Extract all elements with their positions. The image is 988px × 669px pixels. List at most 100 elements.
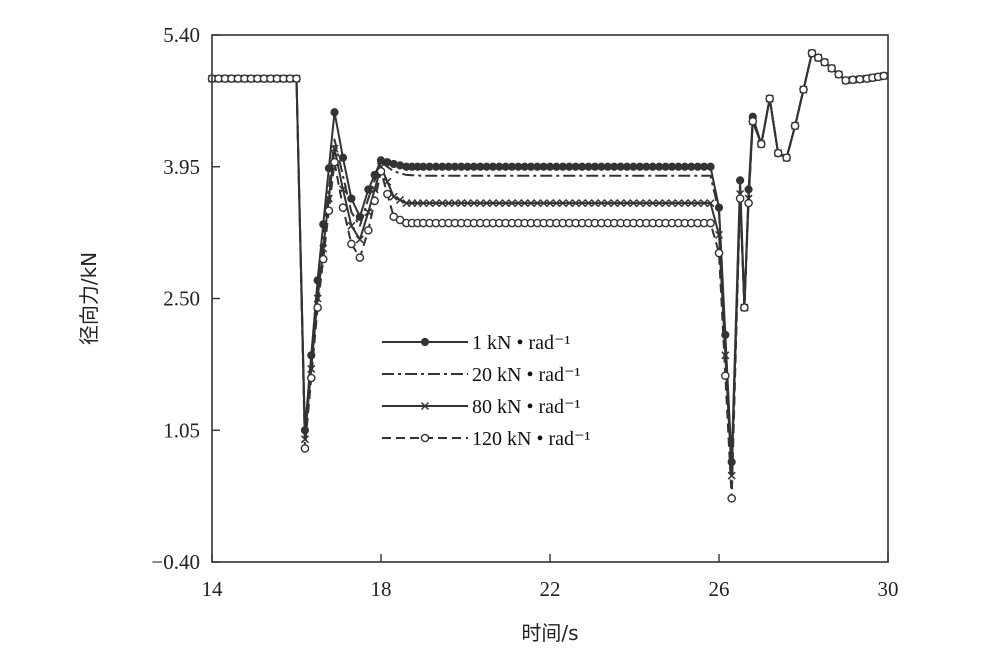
series-3-marker [578, 199, 587, 208]
y-tick-label: 5.40 [163, 23, 200, 47]
series-4 [207, 48, 889, 503]
series-3-marker [642, 199, 651, 208]
series-3-marker [501, 199, 510, 208]
legend-marker [420, 433, 430, 443]
series-4-marker [324, 206, 334, 215]
series-3-marker [457, 199, 466, 208]
series-4-marker [735, 194, 745, 203]
y-tick-label: −0.40 [151, 550, 200, 574]
legend-marker [420, 401, 430, 411]
series-4-marker [744, 198, 753, 208]
series-4-marker [855, 74, 865, 84]
legend-item: 120 kN • rad⁻¹ [382, 428, 591, 450]
y-axis-label: 径向力/kN [77, 252, 101, 345]
series-3-marker [488, 199, 497, 208]
x-axis-label: 时间/s [521, 621, 578, 645]
axis-ticks [211, 34, 889, 563]
series-3-marker [545, 199, 555, 208]
x-tick-label: 18 [371, 577, 392, 601]
series-4-marker [841, 76, 851, 85]
series-3-marker [603, 199, 612, 208]
series-3-marker [721, 351, 730, 360]
series-4-marker [721, 371, 730, 381]
series-3-marker [661, 199, 670, 208]
series-3-marker [364, 208, 373, 217]
plot-frame [211, 34, 889, 563]
legend-label: 80 kN • rad⁻¹ [472, 396, 581, 418]
series-4-marker [879, 71, 889, 81]
series-3-marker [552, 199, 561, 208]
series-4-marker [756, 139, 766, 149]
series-3-marker [539, 199, 548, 208]
series-3-marker [706, 199, 715, 208]
series-3-marker [667, 199, 677, 208]
series-3-marker [438, 199, 447, 208]
series-3-marker [635, 199, 644, 208]
legend-item: 1 kN • rad⁻¹ [382, 332, 571, 354]
legend-label: 20 kN • rad⁻¹ [472, 364, 581, 386]
series-4-marker [347, 239, 356, 249]
series-3 [207, 49, 888, 480]
series-3-marker [526, 199, 536, 208]
series-3-marker [674, 199, 683, 208]
series-4-marker [807, 48, 817, 58]
series-3-marker [431, 199, 440, 208]
series-4-marker [773, 148, 783, 158]
series-4-marker [748, 117, 758, 126]
series-3-marker [629, 199, 638, 208]
series-3-marker [330, 144, 339, 153]
series-3-marker [395, 195, 405, 204]
series-3-marker [597, 199, 606, 208]
series-4-marker [706, 218, 715, 228]
series-3-marker [558, 199, 567, 208]
series-3-marker [313, 294, 322, 303]
series-4-marker [370, 196, 379, 206]
series-3-marker [482, 199, 491, 208]
series-3-marker [533, 199, 542, 208]
series-3-marker [469, 199, 478, 208]
series-4-marker [790, 121, 800, 131]
series-group [207, 48, 889, 503]
series-4-marker [765, 94, 775, 103]
series-4-marker [820, 57, 829, 67]
series-3-marker [616, 199, 625, 208]
series-3-marker [687, 199, 696, 208]
series-3-marker [507, 199, 517, 208]
series-3-marker [727, 471, 736, 480]
series-3-marker [476, 199, 485, 208]
x-tick-label: 30 [878, 577, 899, 601]
y-tick-label: 3.95 [163, 155, 200, 179]
legend-item: 20 kN • rad⁻¹ [382, 364, 581, 386]
series-3-marker [463, 199, 472, 208]
series-3-marker [419, 199, 428, 208]
series-3-marker [693, 199, 702, 208]
series-4-marker [306, 373, 316, 383]
series-3-marker [590, 199, 599, 208]
series-1-marker [330, 108, 339, 117]
series-3-marker [714, 230, 724, 239]
legend-item: 80 kN • rad⁻¹ [382, 396, 581, 418]
series-3-marker [514, 199, 523, 208]
series-1-marker [736, 176, 745, 185]
series-4-marker [338, 203, 348, 212]
series-3-marker [648, 199, 657, 208]
series-3-marker [425, 199, 434, 208]
series-4-marker [813, 53, 823, 63]
x-tick-label: 22 [540, 577, 561, 601]
x-tick-label: 26 [709, 577, 730, 601]
series-4-marker [313, 303, 322, 312]
series-4-marker [782, 153, 791, 162]
series-4-marker [376, 166, 386, 176]
legend-label: 1 kN • rad⁻¹ [472, 332, 571, 354]
series-3-marker [571, 199, 580, 208]
series-3-marker [319, 244, 328, 253]
tick-labels: 14 18 22 26 30 −0.40 1.05 2.50 3.95 5.40 [151, 23, 898, 601]
series-4-marker [799, 85, 808, 94]
series-3-marker [495, 199, 504, 208]
series-3-marker [680, 199, 689, 208]
series-4-marker [292, 74, 301, 83]
series-4-marker [364, 226, 373, 235]
series-4-marker [740, 303, 749, 312]
